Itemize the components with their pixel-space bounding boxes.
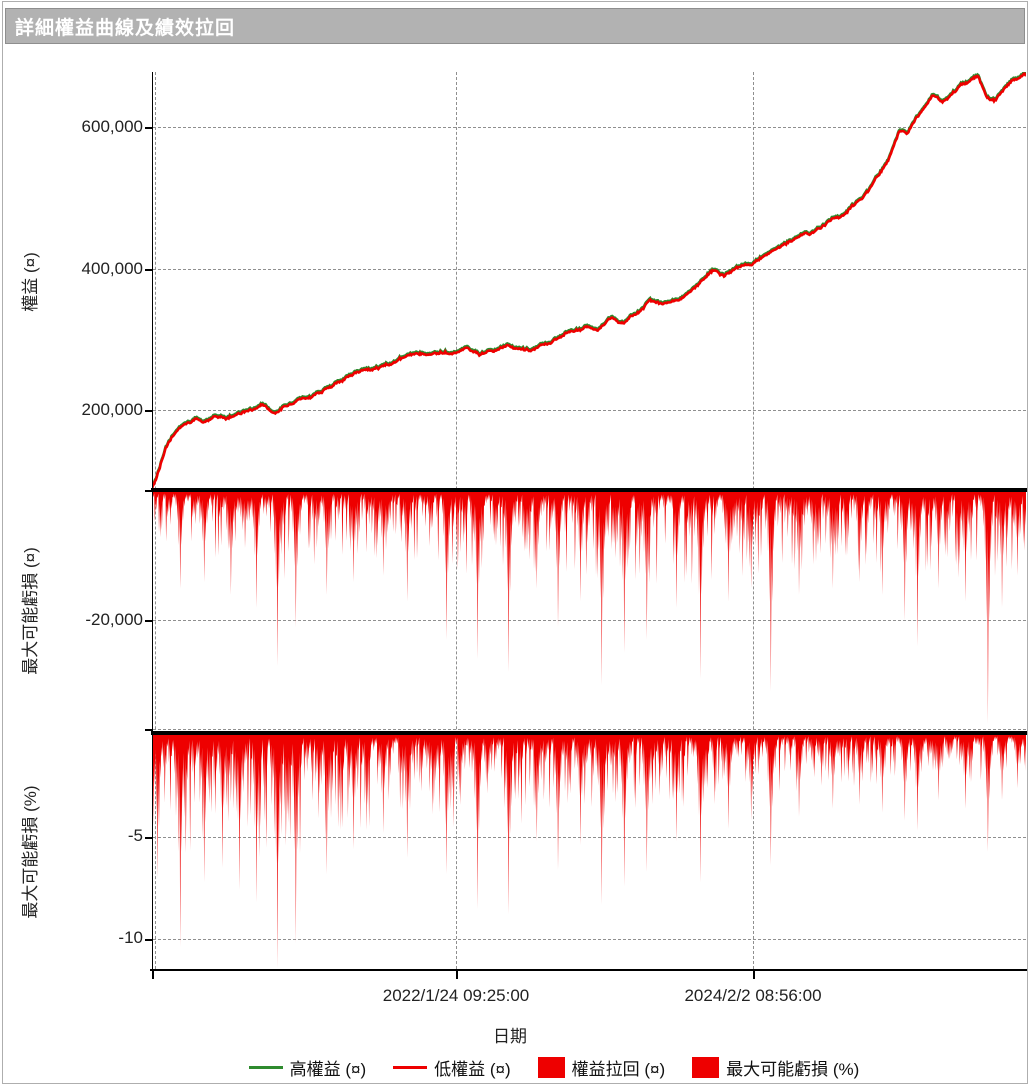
legend-item-max-drawdown-pct: 最大可能虧損 (%) bbox=[692, 1055, 859, 1080]
gridline-vertical-left bbox=[155, 72, 156, 969]
y-tick-label-neg20000: -20,000 bbox=[85, 610, 143, 629]
gridline-600000 bbox=[153, 127, 1026, 128]
legend-label-max-drawdown-pct: 最大可能虧損 (%) bbox=[726, 1059, 860, 1079]
y-tick-mark-ddc-bottom bbox=[145, 729, 152, 731]
y-axis-line bbox=[152, 72, 153, 970]
x-axis-title: 日期 bbox=[493, 1027, 527, 1046]
equity-curve-chart bbox=[152, 72, 1026, 490]
y-tick-mark-neg10 bbox=[145, 939, 152, 941]
legend-label-equity-drawdown: 權益拉回 (¤) bbox=[571, 1059, 666, 1079]
y-tick-label-400000: 400,000 bbox=[81, 259, 143, 278]
y-tick-mark-400000 bbox=[145, 269, 152, 271]
x-axis-line bbox=[150, 969, 1027, 971]
y-tick-mark-200000 bbox=[145, 410, 152, 412]
page-title: 詳細權益曲線及績效拉回 bbox=[15, 17, 236, 39]
legend-item-low-equity: 低權益 (¤) bbox=[393, 1055, 511, 1080]
legend-item-equity-drawdown: 權益拉回 (¤) bbox=[537, 1055, 666, 1080]
y-tick-label-200000: 200,000 bbox=[81, 400, 143, 419]
gridline-neg5 bbox=[153, 837, 1026, 838]
gridline-neg10 bbox=[153, 939, 1026, 940]
gridline-neg20000 bbox=[153, 620, 1026, 621]
gridline-dd-currency-bottom bbox=[153, 729, 1026, 730]
legend-item-high-equity: 高權益 (¤) bbox=[248, 1055, 367, 1080]
y-axis-title-drawdown-currency: 最大可能虧損 (¤) bbox=[21, 547, 40, 675]
drawdown-percent-chart bbox=[152, 735, 1026, 968]
legend-label-low-equity: 低權益 (¤) bbox=[434, 1059, 511, 1079]
y-tick-label-neg10: -10 bbox=[118, 928, 143, 947]
y-tick-mark-600000 bbox=[145, 127, 152, 129]
x-tick-mark-2024 bbox=[753, 971, 755, 979]
y-tick-mark-neg5 bbox=[145, 837, 152, 839]
drawdown-currency-chart bbox=[152, 492, 1026, 724]
x-tick-label-2022: 2022/1/24 09:25:00 bbox=[382, 986, 530, 1005]
gridline-200000 bbox=[153, 410, 1026, 411]
zero-axis-drawdown-percent bbox=[151, 731, 1027, 735]
x-tick-mark-2022 bbox=[456, 971, 458, 979]
y-tick-mark-equity-bottom bbox=[145, 490, 152, 492]
y-tick-label-600000: 600,000 bbox=[81, 117, 143, 136]
high-equity-line-swatch bbox=[248, 1065, 283, 1069]
zero-axis-drawdown-currency bbox=[151, 488, 1027, 492]
gridline-400000 bbox=[153, 269, 1026, 270]
equity-drawdown-box-swatch bbox=[537, 1056, 565, 1078]
window-title-bar: 詳細權益曲線及績效拉回 bbox=[5, 8, 1025, 44]
y-axis-title-equity: 權益 (¤) bbox=[21, 252, 40, 312]
max-drawdown-pct-box-swatch bbox=[692, 1056, 720, 1078]
gridline-vertical-2024 bbox=[753, 72, 754, 969]
x-tick-label-2024: 2024/2/2 08:56:00 bbox=[684, 986, 822, 1005]
legend-label-high-equity: 高權益 (¤) bbox=[289, 1059, 367, 1079]
low-equity-line-swatch bbox=[393, 1065, 428, 1069]
legend: 高權益 (¤) 低權益 (¤) 權益拉回 (¤) 最大可能虧損 (%) bbox=[117, 1052, 991, 1082]
y-tick-label-neg5: -5 bbox=[127, 826, 143, 845]
y-tick-mark-neg20000 bbox=[145, 620, 152, 622]
x-tick-mark-start bbox=[152, 971, 154, 979]
y-axis-title-drawdown-percent: 最大可能虧損 (%) bbox=[21, 785, 40, 919]
